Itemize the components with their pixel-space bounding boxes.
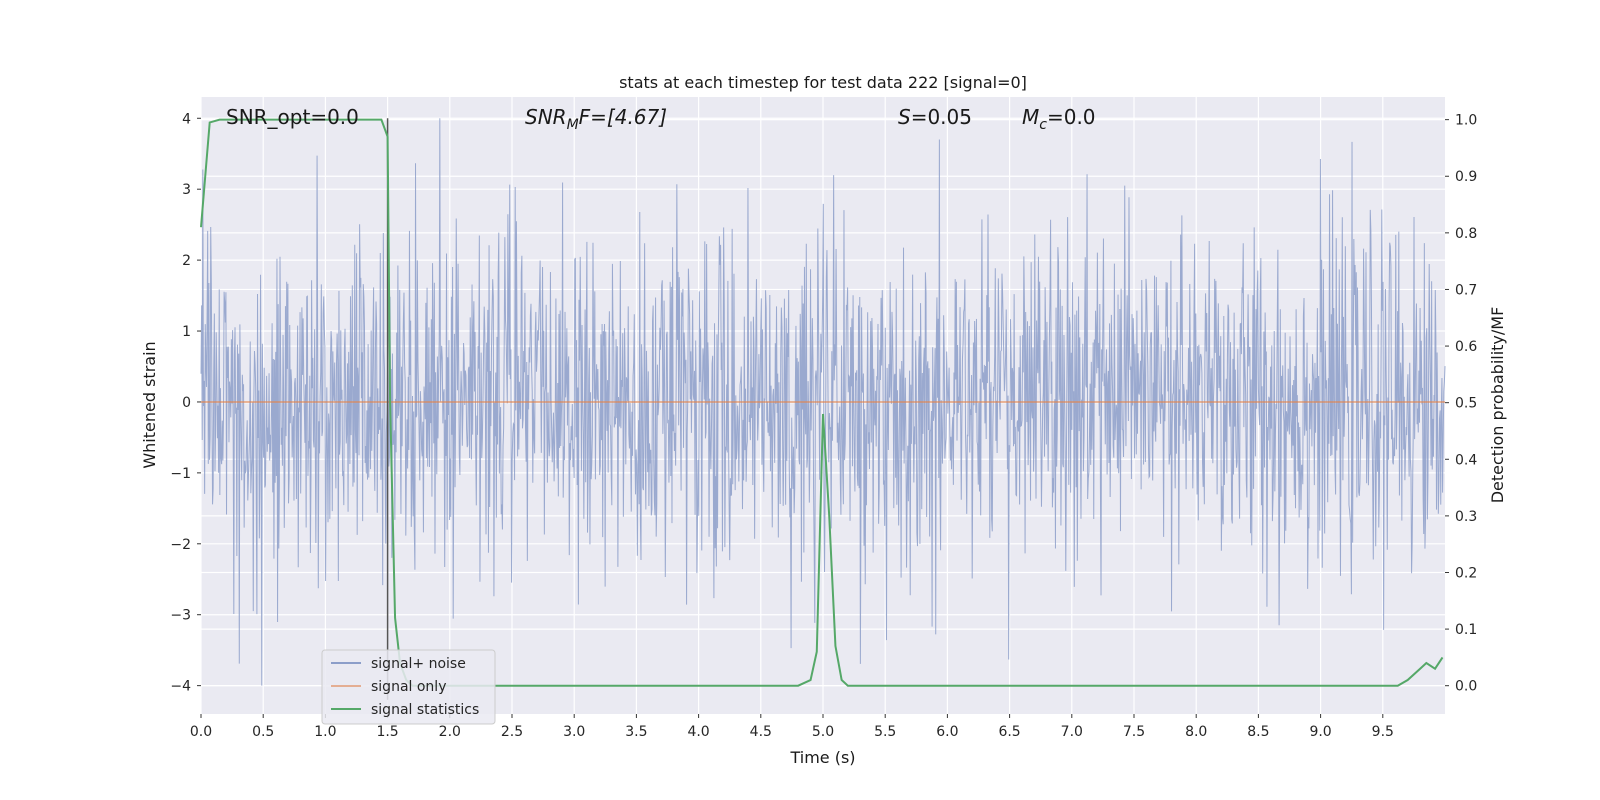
annotation-s: S=0.05 (898, 105, 972, 129)
y-tick-label: −4 (170, 679, 191, 695)
y-tick-label: −2 (170, 537, 191, 553)
x-tick-label: 8.0 (1185, 724, 1207, 740)
y-tick-label: 1 (182, 324, 191, 340)
y2-tick-label: 0.0 (1455, 679, 1477, 695)
y-ticks: 4 3 2 1 0 −1 −2 −3 −4 (170, 111, 201, 695)
y2-tick-label: 0.5 (1455, 396, 1477, 412)
x-tick-label: 3.5 (625, 724, 647, 740)
y2-tick-label: 0.7 (1455, 282, 1477, 298)
y2-tick-label: 0.8 (1455, 226, 1477, 242)
legend-label-noise: signal+ noise (371, 656, 466, 672)
s-var: S (898, 105, 911, 129)
chart-title: stats at each timestep for test data 222… (619, 73, 1027, 92)
y-tick-label: 0 (182, 395, 191, 411)
annotation-snr-mf: SNRMF=[4.67] (525, 105, 667, 133)
y2-ticks: 1.0 0.9 0.8 0.7 0.6 0.5 0.4 0.3 0.2 0.1 0.0 (1445, 113, 1477, 695)
y-tick-label: 2 (182, 253, 191, 269)
statistics-line (200, 118, 1444, 687)
y-tick-label: −3 (170, 608, 191, 624)
x-tick-label: 5.0 (812, 724, 834, 740)
signal-statistics-series (200, 118, 1444, 687)
x-tick-label: 9.5 (1372, 724, 1394, 740)
x-tick-label: 0.0 (190, 724, 212, 740)
x-axis-label: Time (s) (789, 748, 855, 767)
snr-mf-base: SNR (525, 105, 567, 129)
y-tick-label: 3 (182, 182, 191, 198)
x-tick-label: 2.0 (439, 724, 461, 740)
signal-plus-noise-series (200, 118, 1446, 686)
x-ticks: 0.0 0.5 1.0 1.5 2.0 2.5 3.0 3.5 4.0 4.5 5.0 5.5 6.0 6… (190, 714, 1394, 740)
y-tick-label: 4 (182, 111, 191, 127)
x-tick-label: 6.0 (936, 724, 958, 740)
noise-line (200, 118, 1446, 686)
legend-label-statistics: signal statistics (371, 702, 479, 718)
snr-mf-rest: F=[4.67] (579, 105, 667, 129)
snr-mf-sub: M (567, 117, 579, 133)
y2-tick-label: 0.1 (1455, 622, 1477, 638)
x-tick-label: 5.5 (874, 724, 896, 740)
x-tick-label: 3.0 (563, 724, 585, 740)
x-tick-label: 8.5 (1247, 724, 1269, 740)
x-tick-label: 6.5 (998, 724, 1020, 740)
legend: signal+ noise signal only signal statist… (321, 649, 496, 725)
y-axis-label: Whitened strain (140, 341, 159, 468)
legend-label-signal-only: signal only (371, 679, 446, 695)
x-tick-label: 1.5 (376, 724, 398, 740)
x-tick-label: 1.0 (314, 724, 336, 740)
x-tick-label: 2.5 (501, 724, 523, 740)
y2-axis-label: Detection probability/MF (1488, 307, 1507, 504)
y2-tick-label: 0.9 (1455, 169, 1477, 185)
mc-value: =0.0 (1047, 105, 1096, 129)
y2-tick-label: 0.4 (1455, 452, 1477, 468)
annotation-mc: Mc=0.0 (1022, 105, 1096, 133)
y2-tick-label: 1.0 (1455, 113, 1477, 129)
x-tick-label: 7.0 (1061, 724, 1083, 740)
y2-tick-label: 0.6 (1455, 339, 1477, 355)
x-tick-label: 4.0 (687, 724, 709, 740)
mc-var: M (1022, 105, 1039, 129)
y-tick-label: −1 (170, 466, 191, 482)
x-tick-label: 7.5 (1123, 724, 1145, 740)
x-tick-label: 4.5 (750, 724, 772, 740)
y2-tick-label: 0.2 (1455, 565, 1477, 581)
mc-sub: c (1039, 117, 1047, 133)
x-tick-label: 9.0 (1309, 724, 1331, 740)
s-value: =0.05 (911, 105, 972, 129)
x-tick-label: 0.5 (252, 724, 274, 740)
annotation-snr-opt: SNR_opt=0.0 (226, 105, 359, 129)
legend-box (321, 649, 496, 725)
y2-tick-label: 0.3 (1455, 509, 1477, 525)
